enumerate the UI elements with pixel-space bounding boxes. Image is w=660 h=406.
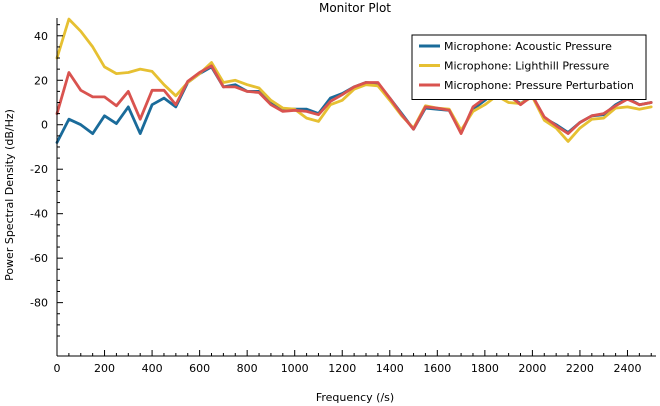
- x-tick-label: 200: [94, 362, 115, 375]
- series-line-3: [55, 64, 653, 136]
- x-tick-label: 600: [189, 362, 210, 375]
- x-tick-label: 0: [54, 362, 61, 375]
- legend-box: [411, 34, 647, 100]
- x-tick-label: 2200: [566, 362, 594, 375]
- legend-label: Microphone: Pressure Perturbation: [444, 79, 634, 92]
- x-tick-label: 1800: [471, 362, 499, 375]
- x-tick-label: 2000: [518, 362, 546, 375]
- x-axis-label: Frequency (/s): [316, 391, 394, 404]
- y-tick-label: -40: [30, 208, 48, 221]
- x-tick-label: 400: [142, 362, 163, 375]
- y-tick-label: -80: [30, 297, 48, 310]
- series-line-2: [55, 17, 653, 143]
- x-tick-label: 1000: [281, 362, 309, 375]
- y-tick-label: -20: [30, 163, 48, 176]
- x-tick-label: 800: [237, 362, 258, 375]
- x-tick-label: 1200: [328, 362, 356, 375]
- legend-label: Microphone: Lighthill Pressure: [444, 60, 610, 73]
- chart-title: Monitor Plot: [319, 1, 391, 15]
- y-axis-label: Power Spectral Density (dB/Hz): [3, 109, 16, 281]
- y-tick-label: 20: [34, 74, 48, 87]
- y-tick-label: 0: [41, 119, 48, 132]
- x-tick-label: 1400: [376, 362, 404, 375]
- x-tick-label: 1600: [423, 362, 451, 375]
- legend: Microphone: Acoustic Pressure Microphone:…: [411, 34, 647, 100]
- x-tick-label: 2400: [613, 362, 641, 375]
- plot-area: [55, 17, 653, 144]
- y-tick-label: 40: [34, 30, 48, 43]
- legend-label: Microphone: Acoustic Pressure: [444, 40, 612, 53]
- y-tick-label: -60: [30, 252, 48, 265]
